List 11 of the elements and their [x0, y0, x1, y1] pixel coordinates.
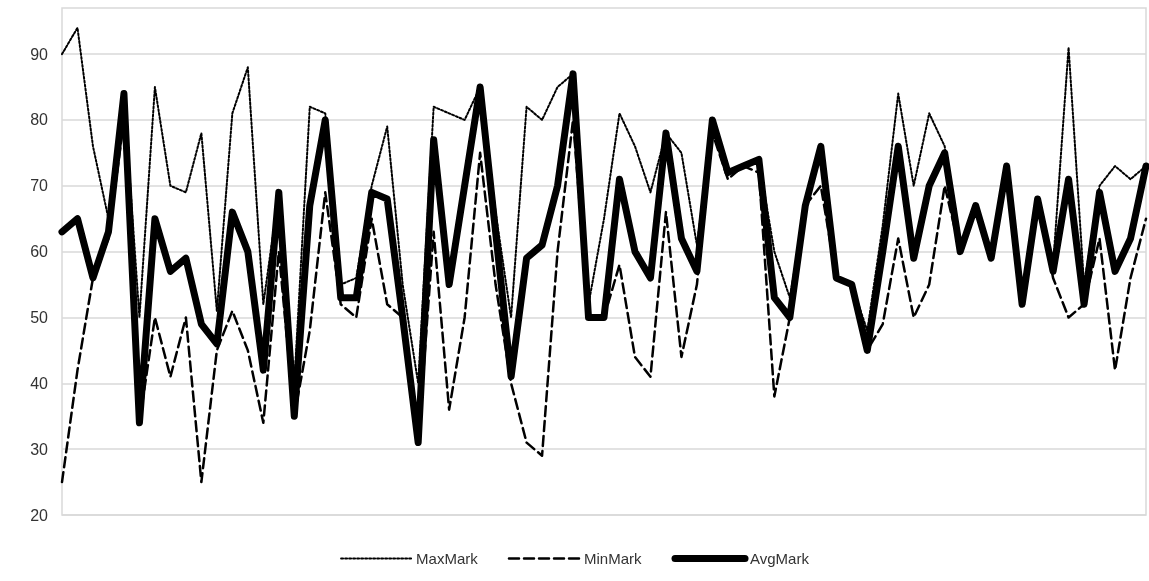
y-tick-label: 20: [30, 506, 49, 524]
legend-label: MaxMark: [416, 550, 479, 567]
legend-label: MinMark: [584, 550, 643, 567]
y-tick-label: 90: [30, 45, 49, 63]
y-tick-label: 70: [30, 177, 49, 195]
y-tick-label: 50: [30, 308, 49, 326]
y-tick-label: 30: [30, 440, 49, 458]
y-tick-label: 80: [30, 111, 49, 129]
legend-label: AvgMark: [750, 550, 810, 567]
y-tick-label: 60: [30, 243, 49, 261]
y-tick-label: 40: [30, 374, 49, 392]
